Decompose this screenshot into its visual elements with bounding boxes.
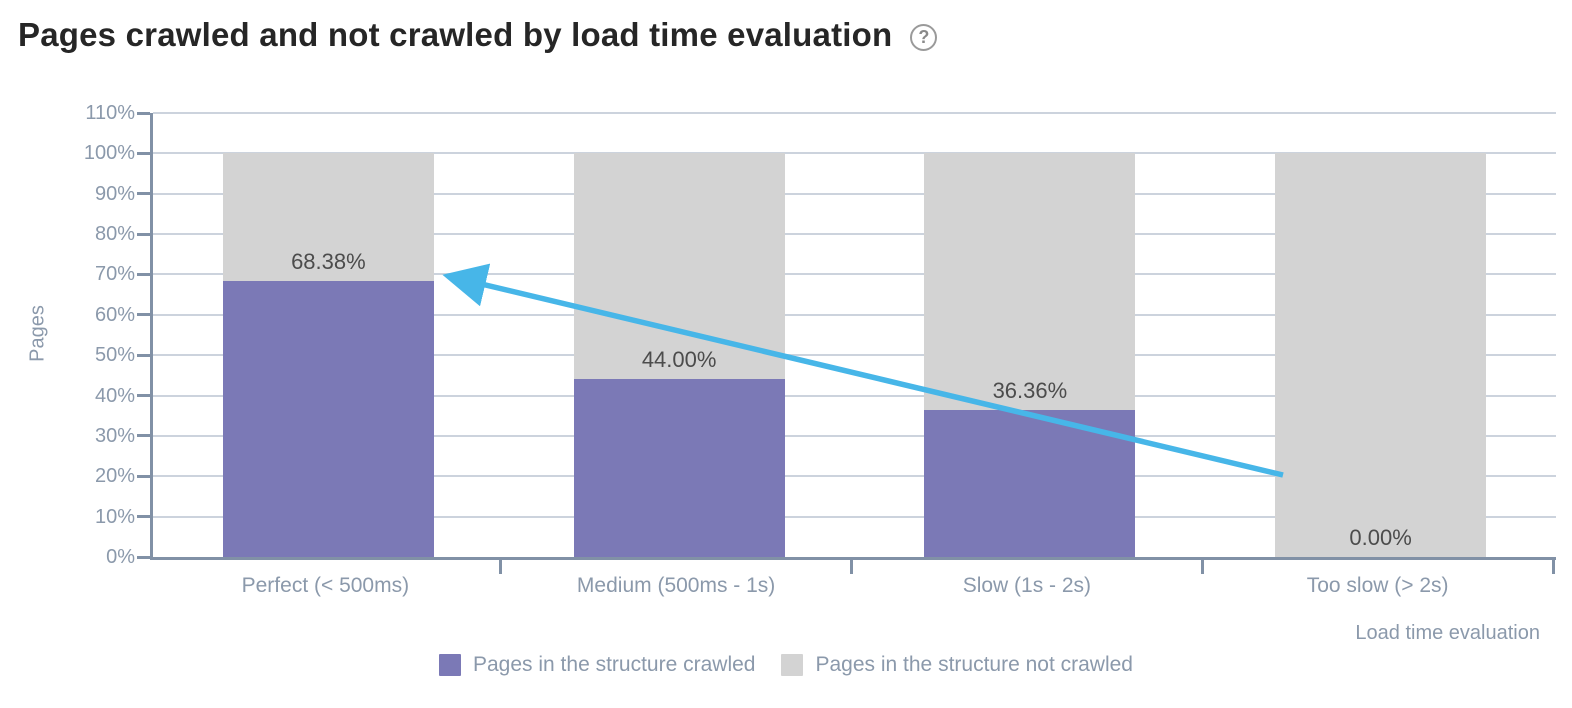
y-axis-tick-label: 90% — [94, 182, 135, 205]
chart-header: Pages crawled and not crawled by load ti… — [18, 16, 938, 54]
y-axis-tick — [137, 151, 150, 155]
y-axis-tick-label: 0% — [106, 546, 135, 568]
x-axis-title: Load time evaluation — [1355, 622, 1540, 644]
x-category-label: Perfect (< 500ms) — [241, 574, 410, 597]
gridline — [153, 152, 1556, 155]
help-icon[interactable]: ? — [910, 23, 938, 51]
y-axis-tick — [137, 353, 150, 357]
gridline — [153, 192, 1556, 195]
y-axis-tick-label: 80% — [94, 223, 135, 246]
legend-label: Pages in the structure not crawled — [815, 653, 1133, 676]
chart-legend: Pages in the structure crawled Pages in t… — [0, 653, 1572, 677]
y-axis-tick — [137, 272, 150, 276]
legend-item[interactable]: Pages in the structure not crawled — [781, 653, 1133, 677]
bar-not-crawled-segment[interactable] — [1275, 153, 1487, 557]
bar-crawled-segment[interactable] — [222, 281, 434, 557]
gridline — [153, 233, 1556, 236]
x-axis-tick — [850, 560, 853, 574]
legend-label: Pages in the structure crawled — [473, 653, 756, 676]
bar-not-crawled-segment[interactable] — [924, 153, 1136, 411]
y-axis-tick-label: 40% — [94, 384, 135, 407]
y-axis-tick — [137, 434, 150, 438]
y-axis-tick-label: 20% — [94, 465, 135, 488]
y-axis-tick — [137, 192, 150, 196]
x-category-label: Slow (1s - 2s) — [962, 574, 1092, 597]
y-axis-tick-label: 10% — [94, 505, 135, 528]
x-axis-tick — [499, 560, 503, 574]
y-axis-tick-label: 60% — [94, 303, 135, 326]
bar-crawled-segment[interactable] — [573, 379, 785, 557]
y-axis-tick — [137, 313, 150, 317]
legend-item[interactable]: Pages in the structure crawled — [439, 653, 755, 677]
legend-swatch — [781, 654, 804, 676]
y-axis-tick — [137, 394, 150, 398]
y-axis-tick-label: 50% — [94, 344, 135, 367]
x-category-label: Medium (500ms - 1s) — [576, 574, 776, 597]
bar-not-crawled-segment[interactable] — [573, 153, 785, 380]
y-axis-tick — [137, 474, 150, 478]
y-axis-title: Pages — [26, 305, 49, 362]
y-axis-tick-label: 30% — [94, 424, 135, 447]
y-axis-tick — [137, 555, 150, 559]
x-axis-tick — [1200, 560, 1204, 574]
y-axis-tick — [137, 111, 150, 115]
plot-area: 68.38% 44.00% 36.36% 0.00% — [150, 112, 1556, 560]
bar-value-label: 44.00% — [641, 347, 717, 373]
y-axis-tick-label: 110% — [85, 102, 135, 124]
x-category-label: Too slow (> 2s) — [1306, 574, 1449, 597]
gridline — [153, 112, 1556, 114]
y-axis-tick-label: 100% — [83, 142, 135, 165]
x-axis-tick — [1551, 560, 1555, 574]
page-title: Pages crawled and not crawled by load ti… — [18, 16, 893, 53]
bar-value-label: 0.00% — [1349, 525, 1412, 550]
bar-not-crawled-segment[interactable] — [222, 153, 434, 281]
y-axis-tick — [137, 515, 150, 519]
gridline — [153, 515, 1556, 518]
y-axis-tick — [137, 232, 150, 236]
bar-value-label: 36.36% — [992, 378, 1068, 404]
legend-swatch — [439, 654, 461, 676]
bar-crawled-segment[interactable] — [924, 410, 1136, 557]
y-axis-tick-label: 70% — [94, 263, 135, 286]
bar-value-label: 68.38% — [291, 249, 366, 274]
